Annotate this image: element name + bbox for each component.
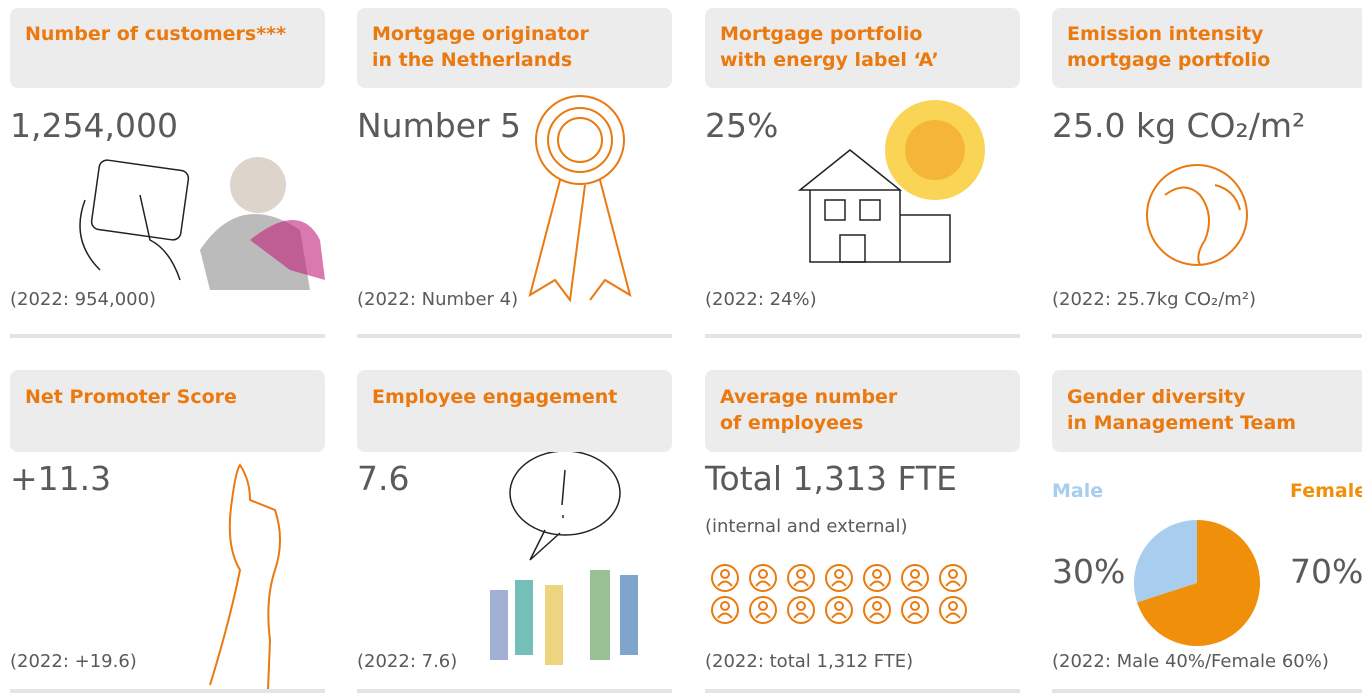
card-value: Number 5 [357, 106, 521, 145]
card-value: 25% [705, 106, 778, 145]
card-header [357, 8, 672, 88]
employee-icons [712, 565, 966, 623]
card-title: Number of customers*** [25, 23, 286, 45]
card-title: Employee engagement [372, 386, 617, 408]
person-head [797, 602, 805, 610]
person-head [949, 602, 957, 610]
card-value: 25.0 kg CO₂/m² [1052, 106, 1305, 145]
person-head [911, 602, 919, 610]
card-title: in the Netherlands [372, 49, 572, 71]
card-value: 7.6 [357, 459, 409, 498]
legend-label: Female [1290, 480, 1362, 502]
person-head [873, 602, 881, 610]
card-value: 1,254,000 [10, 106, 178, 145]
person-head [835, 602, 843, 610]
person-body [718, 614, 732, 619]
infographic: Number of customers*** 1,254,000 (2022: 95… [0, 0, 1362, 695]
person-head [721, 570, 729, 578]
card-note: (internal and external) [705, 516, 907, 537]
person-body [908, 582, 922, 587]
legend-label: Male [1052, 480, 1103, 502]
card-title: of employees [720, 412, 863, 434]
card-header [10, 8, 325, 88]
person-body [756, 614, 770, 619]
person-head [949, 570, 957, 578]
card-divider [10, 689, 325, 693]
card-title: mortgage portfolio [1067, 49, 1270, 71]
card-header [1052, 370, 1362, 452]
person-body [870, 614, 884, 619]
card-title: Average number [720, 386, 898, 408]
person-head [797, 570, 805, 578]
person-body [908, 614, 922, 619]
pie-value-label: 70% [1290, 552, 1362, 591]
person-head [721, 602, 729, 610]
card-title: Mortgage portfolio [720, 23, 922, 45]
card-previous: (2022: total 1,312 FTE) [705, 651, 913, 672]
card-title: Mortgage originator [372, 23, 589, 45]
person-body [794, 582, 808, 587]
card-title: in Management Team [1067, 412, 1296, 434]
card-divider [10, 334, 325, 338]
page: Number of customers*** 1,254,000 (2022: 95… [0, 0, 1362, 695]
card-header [10, 370, 325, 452]
person-body [832, 582, 846, 587]
person-head [759, 602, 767, 610]
card-previous: (2022: 954,000) [10, 289, 156, 310]
card-title: Emission intensity [1067, 23, 1264, 45]
card-previous: (2022: 25.7kg CO₂/m²) [1052, 289, 1256, 310]
person-body [718, 582, 732, 587]
pie-value-label: 30% [1052, 552, 1125, 591]
person-head [759, 570, 767, 578]
person-body [946, 582, 960, 587]
card-divider [1052, 334, 1362, 338]
card-value: Total 1,313 FTE [704, 459, 957, 498]
person-head [911, 570, 919, 578]
person-head [873, 570, 881, 578]
person-body [832, 614, 846, 619]
person-body [756, 582, 770, 587]
card-divider [705, 689, 1020, 693]
card-header [1052, 8, 1362, 88]
card-previous: (2022: 24%) [705, 289, 817, 310]
card-previous: (2022: Number 4) [357, 289, 518, 310]
person-body [794, 614, 808, 619]
card-header [705, 370, 1020, 452]
card-divider [705, 334, 1020, 338]
card-title: Net Promoter Score [25, 386, 237, 408]
card-divider [1052, 689, 1362, 693]
card-header [705, 8, 1020, 88]
card-title: with energy label ‘A’ [720, 49, 939, 71]
person-body [870, 582, 884, 587]
card-title: Gender diversity [1067, 386, 1246, 408]
card-previous: (2022: 7.6) [357, 651, 457, 672]
card-previous: (2022: +19.6) [10, 651, 137, 672]
card-previous: (2022: Male 40%/Female 60%) [1052, 651, 1329, 672]
person-body [946, 614, 960, 619]
card-divider [357, 334, 672, 338]
card-header [357, 370, 672, 452]
card-value: +11.3 [10, 459, 111, 498]
card-divider [357, 689, 672, 693]
person-head [835, 570, 843, 578]
